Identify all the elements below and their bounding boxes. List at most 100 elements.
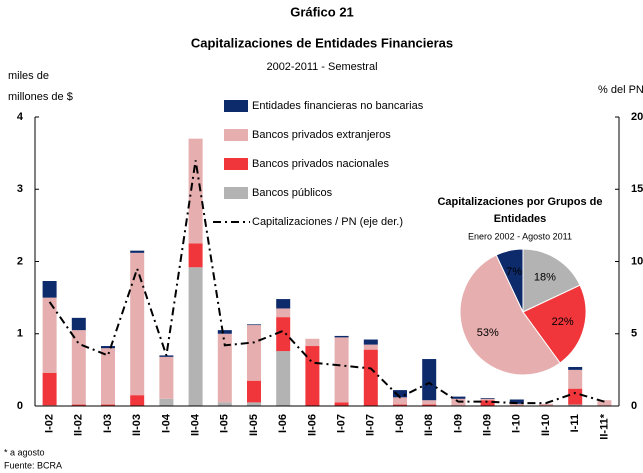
y-axis-label: millones de $: [8, 91, 73, 103]
pie-label: 7%: [506, 266, 522, 278]
legend-label: Bancos privados extranjeros: [252, 129, 391, 141]
pie-title: Entidades: [494, 213, 547, 225]
bar-segment: [568, 366, 583, 370]
legend-label: Bancos privados nacionales: [252, 158, 389, 170]
bar-segment: [422, 404, 437, 406]
bar-segment: [568, 369, 583, 389]
bar-segment: [217, 333, 232, 403]
x-tick-label: I-07: [336, 414, 348, 433]
x-tick-label: I-06: [277, 414, 289, 433]
bar-segment: [247, 325, 261, 381]
y-tick-label: 0: [17, 400, 23, 412]
bar-segment: [334, 402, 349, 406]
chart-subtitle: Capitalizaciones de Entidades Financiera…: [191, 35, 453, 50]
bar-segment: [188, 138, 203, 244]
bar-segment: [363, 344, 378, 350]
x-tick-label: II-09: [482, 414, 494, 436]
legend-swatch: [224, 187, 248, 199]
bar-segment: [422, 400, 437, 405]
legend-label: Capitalizaciones / PN (eje der.): [252, 216, 403, 228]
pie-slice: [522, 248, 581, 313]
y2-tick-label: 5: [631, 328, 637, 340]
y-axis-label: miles de: [8, 70, 49, 82]
y-tick-label: 4: [17, 111, 24, 123]
bar-segment: [42, 281, 57, 298]
footnote: * a agosto: [4, 447, 45, 457]
bar-segment: [71, 317, 86, 331]
pie-slice: [459, 254, 561, 376]
bar-segment: [276, 308, 291, 318]
bar-segment: [480, 398, 495, 399]
bar-segment: [334, 337, 349, 403]
bar-segment: [188, 267, 203, 406]
bar-segment: [130, 250, 145, 253]
bar-segment: [42, 372, 57, 406]
x-tick-label: I-04: [160, 413, 172, 433]
legend-swatch: [224, 158, 248, 170]
x-tick-label: I-09: [452, 414, 464, 433]
y2-axis-label: % del PN: [598, 84, 643, 96]
y2-tick-label: 15: [631, 183, 643, 195]
pie-label: 53%: [477, 327, 499, 339]
bar-segment: [159, 398, 174, 406]
x-tick-label: II-04: [190, 413, 202, 436]
x-tick-label: II-05: [248, 414, 260, 436]
bar-segment: [363, 339, 378, 345]
x-tick-label: II-07: [365, 414, 377, 436]
chart-title: Gráfico 21: [290, 4, 354, 19]
bar-segment: [422, 359, 437, 401]
bar-segment: [42, 297, 57, 373]
bar-segment: [568, 404, 583, 406]
bar-segment: [276, 351, 291, 406]
bar-segment: [159, 355, 174, 357]
legend-label: Bancos públicos: [252, 187, 333, 199]
bar-segment: [247, 324, 261, 326]
bar-segment: [393, 397, 407, 405]
bar-segment: [247, 380, 261, 403]
pie-label: 22%: [552, 316, 574, 328]
bar-segment: [276, 299, 291, 309]
bar-segment: [363, 349, 378, 406]
bar-segment: [539, 403, 553, 406]
bar-segment: [101, 404, 115, 406]
bar-segment: [71, 330, 86, 405]
bar-segment: [217, 402, 232, 406]
bar-segment: [188, 243, 203, 268]
bar-segment: [334, 335, 349, 338]
bar-segment: [247, 402, 261, 406]
bar-segment: [568, 388, 583, 405]
y-tick-label: 3: [17, 183, 23, 195]
x-tick-label: I-11: [569, 414, 581, 432]
x-tick-label: II-08: [423, 414, 435, 436]
chart-period: 2002-2011 - Semestral: [266, 61, 377, 73]
y2-tick-label: 0: [631, 400, 637, 412]
bar-segment: [451, 396, 466, 399]
x-tick-label: I-08: [394, 414, 406, 433]
x-tick-label: II-02: [73, 414, 85, 436]
x-tick-label: II-03: [131, 414, 143, 436]
bar-segment: [393, 404, 407, 406]
bar-segment: [480, 398, 495, 401]
y2-tick-label: 20: [631, 111, 643, 123]
bar-segment: [71, 404, 86, 406]
x-tick-label: I-02: [44, 414, 56, 433]
x-tick-label: II-11*: [598, 413, 610, 439]
bar-segment: [276, 317, 291, 352]
x-tick-label: I-03: [102, 414, 114, 433]
y2-tick-label: 10: [631, 255, 643, 267]
pie-subtitle: Enero 2002 - Agosto 2011: [468, 231, 572, 241]
bar-segment: [130, 395, 145, 406]
x-tick-label: II-06: [306, 414, 318, 436]
y-tick-label: 1: [17, 328, 23, 340]
legend-label: Entidades financieras no bancarias: [252, 100, 424, 112]
ratio-line: [48, 160, 605, 405]
x-tick-label: I-05: [219, 414, 231, 433]
x-tick-label: I-10: [511, 414, 523, 433]
x-tick-label: II-10: [540, 414, 552, 436]
bar-segment: [509, 403, 524, 406]
pie-slice: [495, 248, 524, 313]
pie-label: 18%: [534, 271, 556, 283]
bar-segment: [101, 346, 115, 349]
bar-segment: [159, 356, 174, 399]
